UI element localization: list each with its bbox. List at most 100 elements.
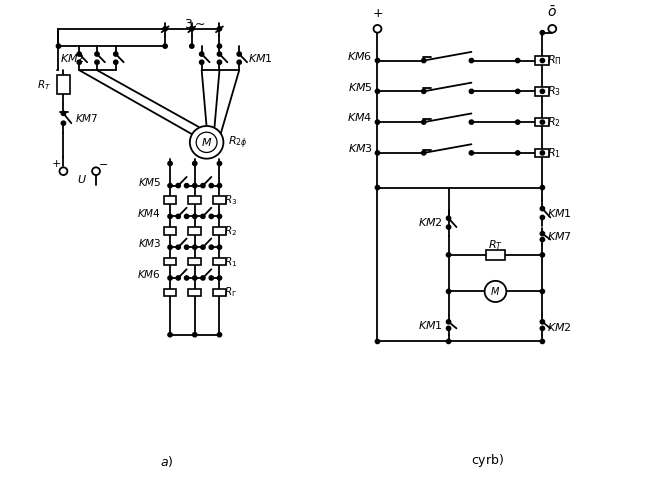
Circle shape <box>217 333 222 337</box>
Circle shape <box>168 183 172 188</box>
Circle shape <box>515 120 520 124</box>
Bar <box>213 196 226 204</box>
Circle shape <box>421 120 426 124</box>
Text: $R_2$: $R_2$ <box>547 115 561 129</box>
Circle shape <box>375 185 380 190</box>
Bar <box>188 258 201 265</box>
Circle shape <box>95 52 99 56</box>
Circle shape <box>446 253 451 257</box>
Circle shape <box>375 339 380 344</box>
Circle shape <box>217 214 222 219</box>
Text: $KM1$: $KM1$ <box>547 206 572 219</box>
Circle shape <box>56 44 61 48</box>
Text: $KM6$: $KM6$ <box>347 50 373 62</box>
Text: $R_\Gamma$: $R_\Gamma$ <box>224 285 237 299</box>
Bar <box>163 288 176 296</box>
Circle shape <box>217 183 222 188</box>
Text: $a)$: $a)$ <box>160 454 174 469</box>
Circle shape <box>375 151 380 155</box>
Circle shape <box>168 214 172 219</box>
Circle shape <box>540 339 545 344</box>
Circle shape <box>421 151 426 155</box>
Circle shape <box>540 238 545 242</box>
Circle shape <box>176 214 180 219</box>
Text: $R_T$: $R_T$ <box>38 78 52 92</box>
Text: $R_3$: $R_3$ <box>547 84 561 98</box>
Circle shape <box>184 214 189 219</box>
Circle shape <box>217 276 222 280</box>
Circle shape <box>540 206 545 211</box>
Text: $R_1$: $R_1$ <box>547 146 561 160</box>
Bar <box>188 288 201 296</box>
Text: $KM7$: $KM7$ <box>75 112 98 124</box>
Circle shape <box>540 89 545 94</box>
Circle shape <box>237 52 241 56</box>
Circle shape <box>176 276 180 280</box>
Circle shape <box>201 276 205 280</box>
Circle shape <box>192 183 197 188</box>
Circle shape <box>469 151 474 155</box>
Text: $+$: $+$ <box>52 158 62 169</box>
Text: $R_{2\phi}$: $R_{2\phi}$ <box>228 134 248 150</box>
Circle shape <box>548 25 556 33</box>
Circle shape <box>446 289 451 294</box>
Circle shape <box>192 162 197 165</box>
Circle shape <box>192 245 197 249</box>
Circle shape <box>421 89 426 94</box>
Bar <box>486 250 505 260</box>
Circle shape <box>515 59 520 62</box>
Circle shape <box>217 60 222 64</box>
Text: $KM2$: $KM2$ <box>418 216 443 228</box>
Circle shape <box>540 231 545 236</box>
Circle shape <box>168 245 172 249</box>
Text: $R_\Pi$: $R_\Pi$ <box>547 54 561 67</box>
Text: $M$: $M$ <box>490 285 500 297</box>
Bar <box>213 258 226 265</box>
Circle shape <box>209 276 214 280</box>
Circle shape <box>540 253 545 257</box>
Circle shape <box>540 289 545 294</box>
Circle shape <box>217 27 222 31</box>
Bar <box>163 227 176 235</box>
Circle shape <box>61 111 66 116</box>
Circle shape <box>60 167 68 175</box>
Text: $KM4$: $KM4$ <box>347 111 373 123</box>
Circle shape <box>217 162 222 165</box>
Circle shape <box>209 214 214 219</box>
Text: $KM2$: $KM2$ <box>60 52 85 63</box>
Circle shape <box>446 216 451 221</box>
Bar <box>535 87 549 96</box>
Circle shape <box>515 89 520 94</box>
Circle shape <box>192 333 197 337</box>
Circle shape <box>421 59 426 62</box>
Text: $+$: $+$ <box>372 7 383 20</box>
Circle shape <box>515 151 520 155</box>
Circle shape <box>184 183 189 188</box>
Circle shape <box>540 320 545 324</box>
Bar <box>163 196 176 204</box>
Bar <box>535 148 549 157</box>
Bar <box>213 288 226 296</box>
Circle shape <box>540 120 545 124</box>
Circle shape <box>190 126 223 159</box>
Text: $KM1$: $KM1$ <box>248 52 273 63</box>
Circle shape <box>209 183 214 188</box>
Circle shape <box>163 44 168 48</box>
Text: $KM5$: $KM5$ <box>137 176 161 188</box>
Text: $KM7$: $KM7$ <box>547 230 572 242</box>
Circle shape <box>540 326 545 330</box>
Text: $R_3$: $R_3$ <box>224 193 237 207</box>
Text: $KM6$: $KM6$ <box>137 268 161 280</box>
Circle shape <box>375 89 380 94</box>
Circle shape <box>176 183 180 188</box>
Bar <box>163 258 176 265</box>
Bar <box>535 118 549 126</box>
Circle shape <box>209 245 214 249</box>
Circle shape <box>375 120 380 124</box>
Circle shape <box>176 245 180 249</box>
Circle shape <box>540 151 545 155</box>
Circle shape <box>217 44 222 48</box>
Circle shape <box>200 60 204 64</box>
Circle shape <box>540 185 545 190</box>
Text: $R_T$: $R_T$ <box>488 238 503 252</box>
